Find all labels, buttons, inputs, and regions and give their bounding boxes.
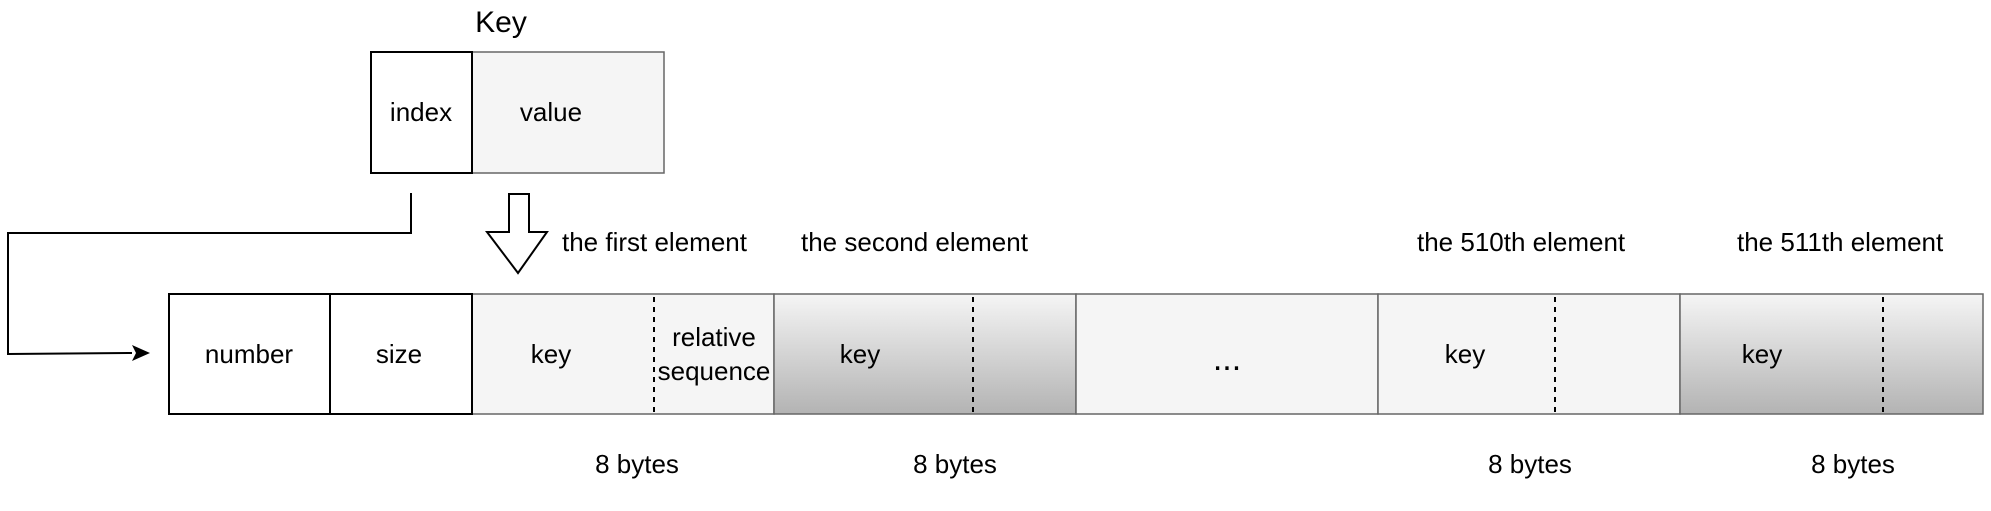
element-511-label: the 511th element: [1737, 227, 1944, 257]
key-title: Key: [475, 6, 527, 39]
size-cell: [329, 293, 473, 415]
down-arrow-icon: [484, 193, 549, 275]
ellipsis-cell: [1075, 293, 1379, 415]
index-cell: [370, 51, 473, 174]
index-connector-line: [7, 193, 412, 356]
second-element-cell: [773, 293, 1077, 415]
second-bytes-label: 8 bytes: [913, 449, 997, 479]
second-key-label: key: [840, 339, 880, 369]
index-label: index: [390, 97, 452, 127]
number-label: number: [205, 339, 293, 369]
element-510-cell: [1377, 293, 1681, 415]
relative-sequence-line2: sequence: [658, 356, 771, 386]
first-bytes-label: 8 bytes: [595, 449, 679, 479]
element-510-bytes-label: 8 bytes: [1488, 449, 1572, 479]
relative-sequence-line1: relative: [672, 322, 756, 352]
element-511-key-label: key: [1742, 339, 1782, 369]
first-key-label: key: [531, 339, 571, 369]
ellipsis-label: ...: [1213, 340, 1241, 378]
element-510-key-label: key: [1445, 339, 1485, 369]
value-label: value: [520, 97, 582, 127]
first-element-cell: [471, 293, 775, 415]
connector-arrowhead: [132, 345, 150, 361]
element-510-label: the 510th element: [1417, 227, 1626, 257]
first-element-label: the first element: [562, 227, 748, 257]
element-511-bytes-label: 8 bytes: [1811, 449, 1895, 479]
second-element-label: the second element: [801, 227, 1029, 257]
element-511-cell: [1679, 293, 1984, 415]
value-cell: [471, 51, 665, 174]
size-label: size: [376, 339, 422, 369]
